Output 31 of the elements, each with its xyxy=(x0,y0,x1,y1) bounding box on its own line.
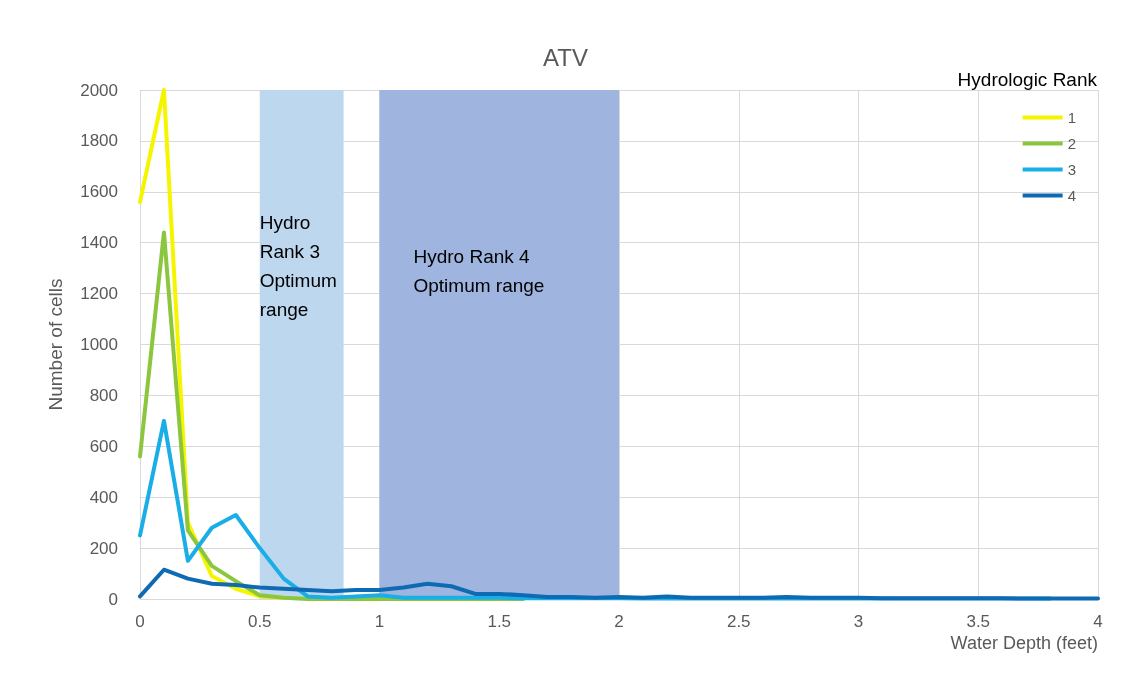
chart-title: ATV xyxy=(543,43,588,71)
line-series xyxy=(138,567,1100,601)
band-label: Hydro Rank 3 Optimum range xyxy=(259,212,343,320)
y-tick-label: 600 xyxy=(89,436,118,456)
legend-label: 3 xyxy=(1067,161,1076,178)
x-tick-label: 0 xyxy=(135,612,145,631)
legend-label: 2 xyxy=(1067,135,1076,152)
y-tick-label: 1400 xyxy=(80,233,118,253)
x-tick-label: 2.5 xyxy=(726,612,751,631)
x-tick-label: 3 xyxy=(853,612,864,631)
y-tick-label: 1200 xyxy=(80,284,118,304)
x-tick-label: 4 xyxy=(1093,612,1103,631)
x-axis-title: Water Depth (feet) xyxy=(950,633,1098,653)
legend-label: 1 xyxy=(1067,109,1076,126)
band-label: Hydro Rank 4 Optimum range xyxy=(413,246,545,296)
y-tick-label: 1600 xyxy=(80,182,118,202)
y-tick-label: 2000 xyxy=(80,80,118,100)
legend-label: 4 xyxy=(1067,187,1076,204)
y-tick-label: 800 xyxy=(89,385,118,405)
y-tick-label: 200 xyxy=(89,538,118,558)
x-tick-label: 1.5 xyxy=(487,612,512,631)
x-tick-label: 0.5 xyxy=(247,612,272,631)
x-tick-label: 1 xyxy=(374,612,385,631)
y-axis-title: Number of cells xyxy=(45,278,66,411)
y-tick-label: 1800 xyxy=(80,131,118,151)
x-tick-label: 2 xyxy=(614,612,624,631)
y-tick-label: 0 xyxy=(108,589,118,609)
y-tick-label: 1000 xyxy=(80,335,118,354)
y-tick-label: 400 xyxy=(89,487,118,507)
legend-title: Hydrologic Rank xyxy=(957,69,1098,90)
x-tick-label: 3.5 xyxy=(966,612,991,631)
